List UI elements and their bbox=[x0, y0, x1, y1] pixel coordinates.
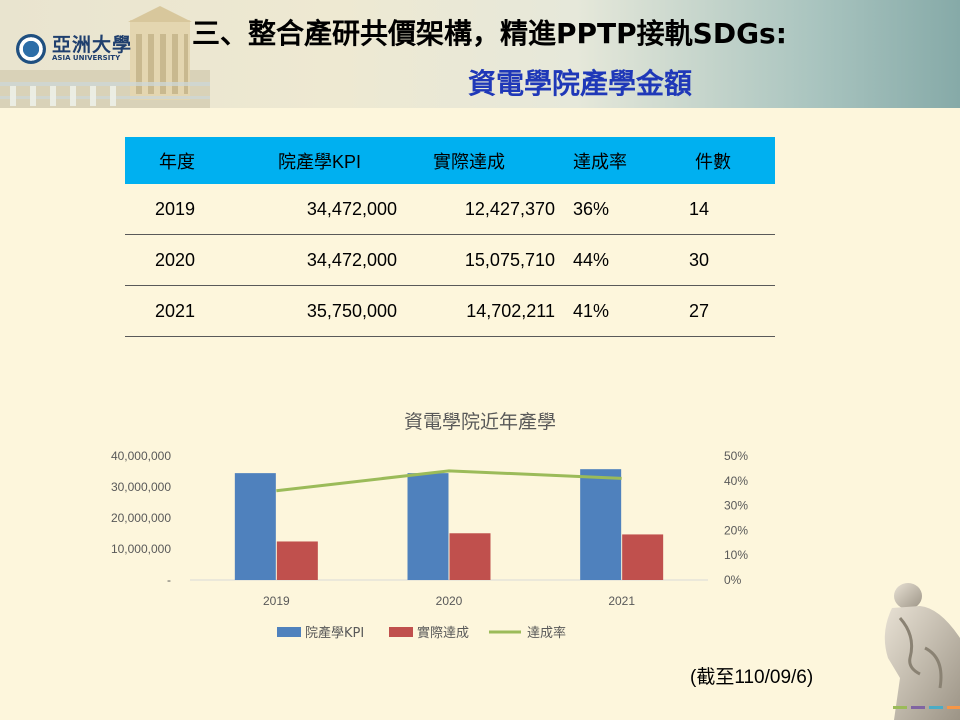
y-right-tick-label: 0% bbox=[724, 573, 742, 587]
cell-year: 2019 bbox=[155, 198, 196, 219]
line-rate bbox=[276, 469, 622, 493]
cell-kpi: 35,750,000 bbox=[306, 300, 397, 321]
header-kpi: 院產學KPI bbox=[240, 137, 405, 184]
bar-actual bbox=[276, 541, 318, 580]
logo-name-en: ASIA UNIVERSITY bbox=[52, 54, 121, 62]
y-left-tick-label: - bbox=[167, 573, 171, 587]
campus-building-image bbox=[0, 6, 210, 108]
header-banner: 亞洲大學 ASIA UNIVERSITY 三、整合產研共價架構，精進PPTP接軌… bbox=[0, 0, 960, 108]
y-right-tick-label: 10% bbox=[724, 548, 748, 562]
y-left-tick-label: 40,000,000 bbox=[111, 449, 171, 463]
legend-label: 實際達成 bbox=[417, 625, 469, 641]
y-right-tick-label: 40% bbox=[724, 474, 748, 488]
bar-kpi bbox=[580, 469, 622, 580]
slide-subtitle: 資電學院產學金額 bbox=[467, 67, 692, 100]
table-row: 2020 34,472,000 15,075,710 44% 30 bbox=[125, 235, 775, 286]
cell-kpi: 34,472,000 bbox=[306, 198, 397, 219]
x-tick-label: 2019 bbox=[263, 594, 290, 608]
cell-count: 14 bbox=[689, 198, 710, 219]
table-row: 2019 34,472,000 12,427,370 36% 14 bbox=[125, 184, 775, 235]
bar-kpi bbox=[234, 473, 276, 580]
cell-kpi: 34,472,000 bbox=[306, 249, 397, 270]
table-row: 2021 35,750,000 14,702,211 41% 27 bbox=[125, 286, 775, 337]
decorative-line bbox=[893, 706, 960, 709]
chart-title: 資電學院近年產學 bbox=[403, 411, 556, 433]
legend-swatch bbox=[389, 627, 413, 637]
table-header-row: 年度 院產學KPI 實際達成 達成率 件數 bbox=[125, 137, 775, 184]
university-logo: 亞洲大學 ASIA UNIVERSITY bbox=[12, 30, 152, 70]
cell-rate: 36% bbox=[573, 198, 610, 219]
logo-name-zh: 亞洲大學 bbox=[52, 34, 133, 56]
cell-actual: 12,427,370 bbox=[464, 198, 555, 219]
cell-year: 2020 bbox=[155, 249, 196, 270]
header-actual: 實際達成 bbox=[405, 137, 565, 184]
y-right-tick-label: 20% bbox=[724, 523, 748, 537]
x-tick-label: 2020 bbox=[436, 594, 463, 608]
cell-actual: 15,075,710 bbox=[464, 249, 555, 270]
bar-actual bbox=[622, 534, 664, 580]
y-right-tick-label: 30% bbox=[724, 499, 748, 513]
bar-kpi bbox=[407, 473, 449, 580]
cell-count: 30 bbox=[689, 249, 710, 270]
university-seal-icon bbox=[16, 34, 46, 64]
cell-year: 2021 bbox=[155, 300, 196, 321]
cell-rate: 44% bbox=[573, 249, 610, 270]
header-year: 年度 bbox=[125, 137, 240, 184]
legend-label: 院產學KPI bbox=[305, 625, 364, 641]
x-tick-label: 2021 bbox=[608, 594, 635, 608]
header-count: 件數 bbox=[655, 137, 775, 184]
cell-count: 27 bbox=[689, 300, 710, 321]
legend-label: 達成率 bbox=[527, 625, 566, 641]
thinker-statue-image bbox=[884, 583, 960, 720]
date-footnote: (截至110/09/6) bbox=[690, 667, 814, 688]
cell-rate: 41% bbox=[573, 300, 610, 321]
cell-actual: 14,702,211 bbox=[466, 300, 555, 321]
kpi-table: 年度 院產學KPI 實際達成 達成率 件數 2019 34,472,000 12… bbox=[125, 137, 775, 337]
bar-actual bbox=[449, 533, 491, 580]
y-left-tick-label: 30,000,000 bbox=[111, 480, 171, 494]
y-left-tick-label: 20,000,000 bbox=[111, 511, 171, 525]
header-rate: 達成率 bbox=[565, 137, 655, 184]
y-left-tick-label: 10,000,000 bbox=[111, 542, 171, 556]
legend-swatch bbox=[277, 627, 301, 637]
slide-title: 三、整合產研共價架構，精進PPTP接軌SDGs: bbox=[192, 17, 787, 50]
y-right-tick-label: 50% bbox=[724, 449, 748, 463]
